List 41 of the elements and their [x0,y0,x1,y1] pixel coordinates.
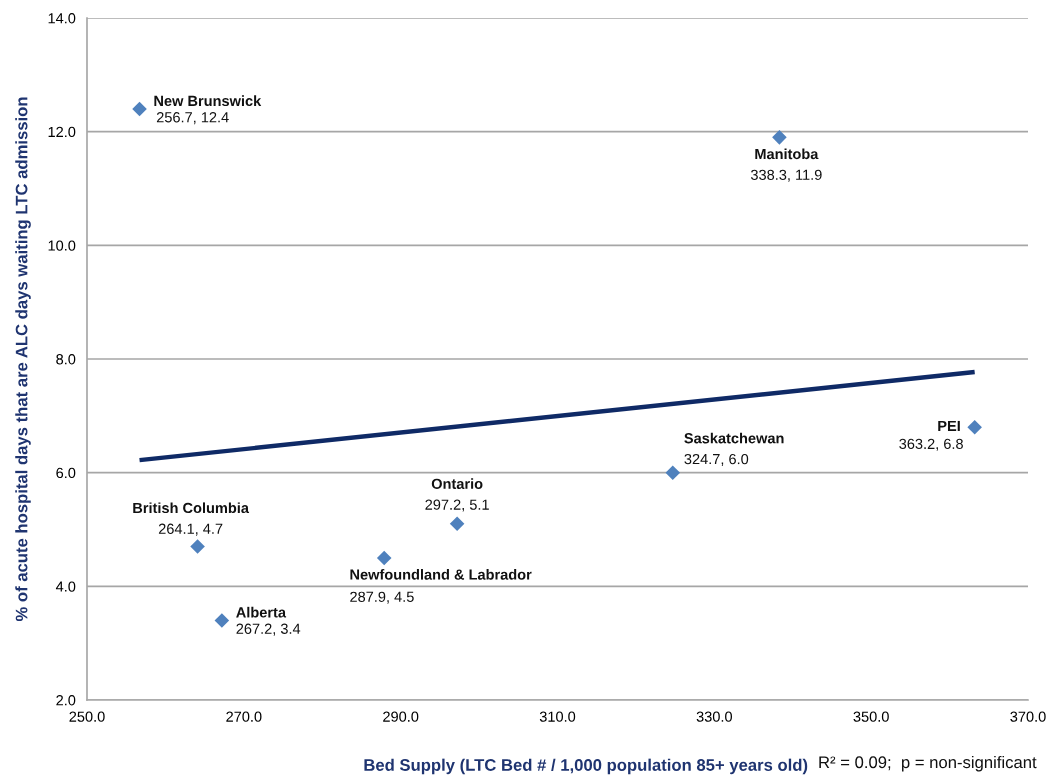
point [214,613,230,628]
y-tick-label: 12.0 [48,126,76,138]
annotation: Alberta [236,606,287,618]
data-label: 256.7, 12.4 [156,112,229,125]
annotation: Ontario [431,478,483,489]
x-tick-label: 310.0 [539,711,576,722]
point [376,550,392,566]
x-tick-label: 270.0 [226,711,262,722]
x-tick-label: 250.0 [69,711,105,722]
y-axis-title: % of acute hospital days that are ALC days waiting LTC admission [15,97,31,622]
point [449,516,465,532]
y-tick-label: 8.0 [56,354,76,365]
data-label: 297.2, 5.1 [425,499,489,512]
annotation: British Columbia [133,502,250,514]
point [132,101,147,117]
data-label: 363.2, 6.8 [899,438,963,451]
annotation: New Brunswick [154,95,262,107]
data-label: 264.1, 4.7 [158,523,223,536]
y-tick-label: 2.0 [56,695,76,706]
annotation: Manitoba [755,148,819,160]
x-tick-label: 350.0 [853,711,889,722]
data-label: 338.3, 11.9 [750,169,822,182]
x-axis-title: Bed Supply (LTC Bed # / 1,000 population 85+ years old) [364,758,808,775]
y-tick-label: 10.0 [48,240,76,251]
data-label: 287.9, 4.5 [350,591,414,604]
y-tick-label: 4.0 [55,581,76,592]
data-label: 324.7, 6.0 [684,453,749,466]
x-tick-label: 290.0 [383,711,419,722]
y-tick-label: 14.0 [48,13,76,24]
point [967,419,982,435]
data-label: 267.2, 3.4 [236,623,301,636]
annotation: Saskatchewan [684,432,784,444]
y-tick-label: 6.0 [56,467,76,479]
x-tick-label: 370.0 [1010,711,1046,722]
point [772,130,787,145]
annotation: PEI [938,420,960,431]
annotation: Newfoundland & Labrador [350,569,532,580]
point [190,539,205,554]
text: R² = 0.09; p = non-significant [819,755,1037,772]
x-tick-label: 330.0 [696,711,733,722]
point [665,465,681,480]
